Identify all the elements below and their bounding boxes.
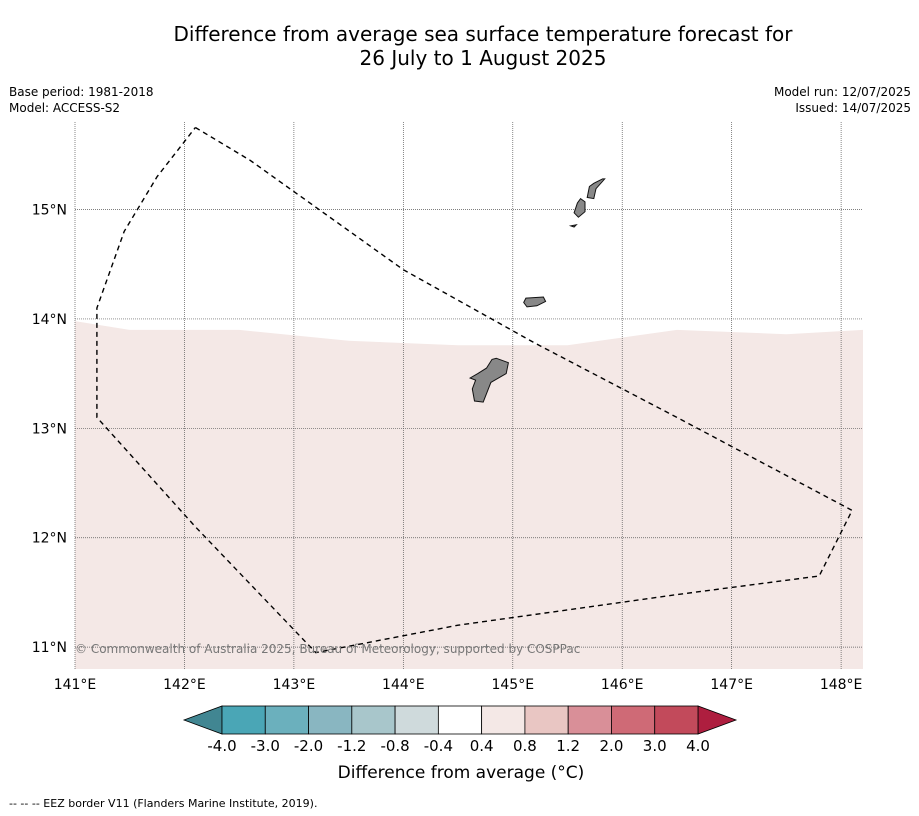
lon-tick-label: 146°E xyxy=(601,677,644,693)
gridlines xyxy=(74,122,863,669)
islands xyxy=(468,178,606,403)
lon-tick-label: 143°E xyxy=(273,677,316,693)
island-guam xyxy=(468,357,509,403)
colorbar-max-arrow xyxy=(697,705,738,735)
lon-tick-label: 144°E xyxy=(382,677,425,693)
lat-tick-label: 12°N xyxy=(32,531,67,547)
title-line-2: 26 July to 1 August 2025 xyxy=(359,46,607,70)
colorbar-min-arrow xyxy=(182,705,223,735)
title-line-1: Difference from average sea surface temp… xyxy=(173,22,793,46)
colorbar-bin xyxy=(524,705,569,735)
colorbar-bin xyxy=(308,705,353,735)
colorbar-tick-label: -0.8 xyxy=(380,737,409,755)
eez-border xyxy=(96,126,854,654)
colorbar-bin xyxy=(394,705,439,735)
meta-right: Model run: 12/07/2025 Issued: 14/07/2025 xyxy=(774,84,911,116)
colorbar-tick-label: 0.4 xyxy=(470,737,494,755)
colorbar-tick-label: 3.0 xyxy=(643,737,667,755)
latitude-tick-labels: 15°N 14°N 13°N 12°N 11°N xyxy=(32,203,67,657)
island-rota xyxy=(523,296,547,308)
copyright-notice: © Commonwealth of Australia 2025, Bureau… xyxy=(75,642,581,656)
base-period: Base period: 1981-2018 xyxy=(9,85,154,99)
island-tinian xyxy=(573,197,586,218)
colorbar-bin xyxy=(221,705,266,735)
colorbar-tick-label: 0.8 xyxy=(513,737,537,755)
colorbar-bin xyxy=(481,705,526,735)
island-saipan xyxy=(586,178,606,200)
colorbar-tick-label: -4.0 xyxy=(207,737,236,755)
lon-tick-label: 147°E xyxy=(710,677,753,693)
lon-tick-label: 142°E xyxy=(163,677,206,693)
island-aguijan xyxy=(568,223,578,228)
meta-left: Base period: 1981-2018 Model: ACCESS-S2 xyxy=(9,84,154,116)
lat-tick-label: 13°N xyxy=(32,421,67,437)
colorbar-bin xyxy=(654,705,699,735)
model-run: Model run: 12/07/2025 xyxy=(773,85,911,99)
map-title: Difference from average sea surface temp… xyxy=(0,22,919,70)
lat-tick-label: 14°N xyxy=(32,312,67,328)
colorbar-tick-label: -2.0 xyxy=(294,737,323,755)
model-name: Model: ACCESS-S2 xyxy=(9,101,121,115)
issued-date: Issued: 14/07/2025 xyxy=(795,101,911,115)
colorbar-tick-labels: -4.0 -3.0 -2.0 -1.2 -0.8 -0.4 0.4 0.8 1.2 2.0 3.0 4… xyxy=(207,737,710,755)
lat-tick-label: 11°N xyxy=(32,640,67,656)
colorbar-tick-label: 1.2 xyxy=(556,737,580,755)
colorbar-tick-label: -0.4 xyxy=(424,737,453,755)
lon-tick-label: 141°E xyxy=(54,677,97,693)
colorbar-bin xyxy=(567,705,612,735)
lon-tick-label: 148°E xyxy=(820,677,863,693)
colorbar-bin xyxy=(264,705,309,735)
colorbar-tick-label: 4.0 xyxy=(686,737,710,755)
colorbar-tick-label: -3.0 xyxy=(251,737,280,755)
colorbar-tick-label: -1.2 xyxy=(337,737,366,755)
eez-footnote: -- -- -- EEZ border V11 (Flanders Marine… xyxy=(9,797,318,810)
anomaly-region xyxy=(75,321,863,669)
colorbar-bin xyxy=(611,705,656,735)
lon-tick-label: 145°E xyxy=(491,677,534,693)
longitude-tick-labels: 141°E 142°E 143°E 144°E 145°E 146°E 147°E 148°E xyxy=(54,677,863,693)
colorbar-bin xyxy=(351,705,396,735)
colorbar-bin xyxy=(437,705,483,735)
lat-tick-label: 15°N xyxy=(32,203,67,219)
colorbar-tick-label: 2.0 xyxy=(600,737,624,755)
colorbar xyxy=(182,705,738,735)
colorbar-title: Difference from average (°C) xyxy=(337,763,585,783)
